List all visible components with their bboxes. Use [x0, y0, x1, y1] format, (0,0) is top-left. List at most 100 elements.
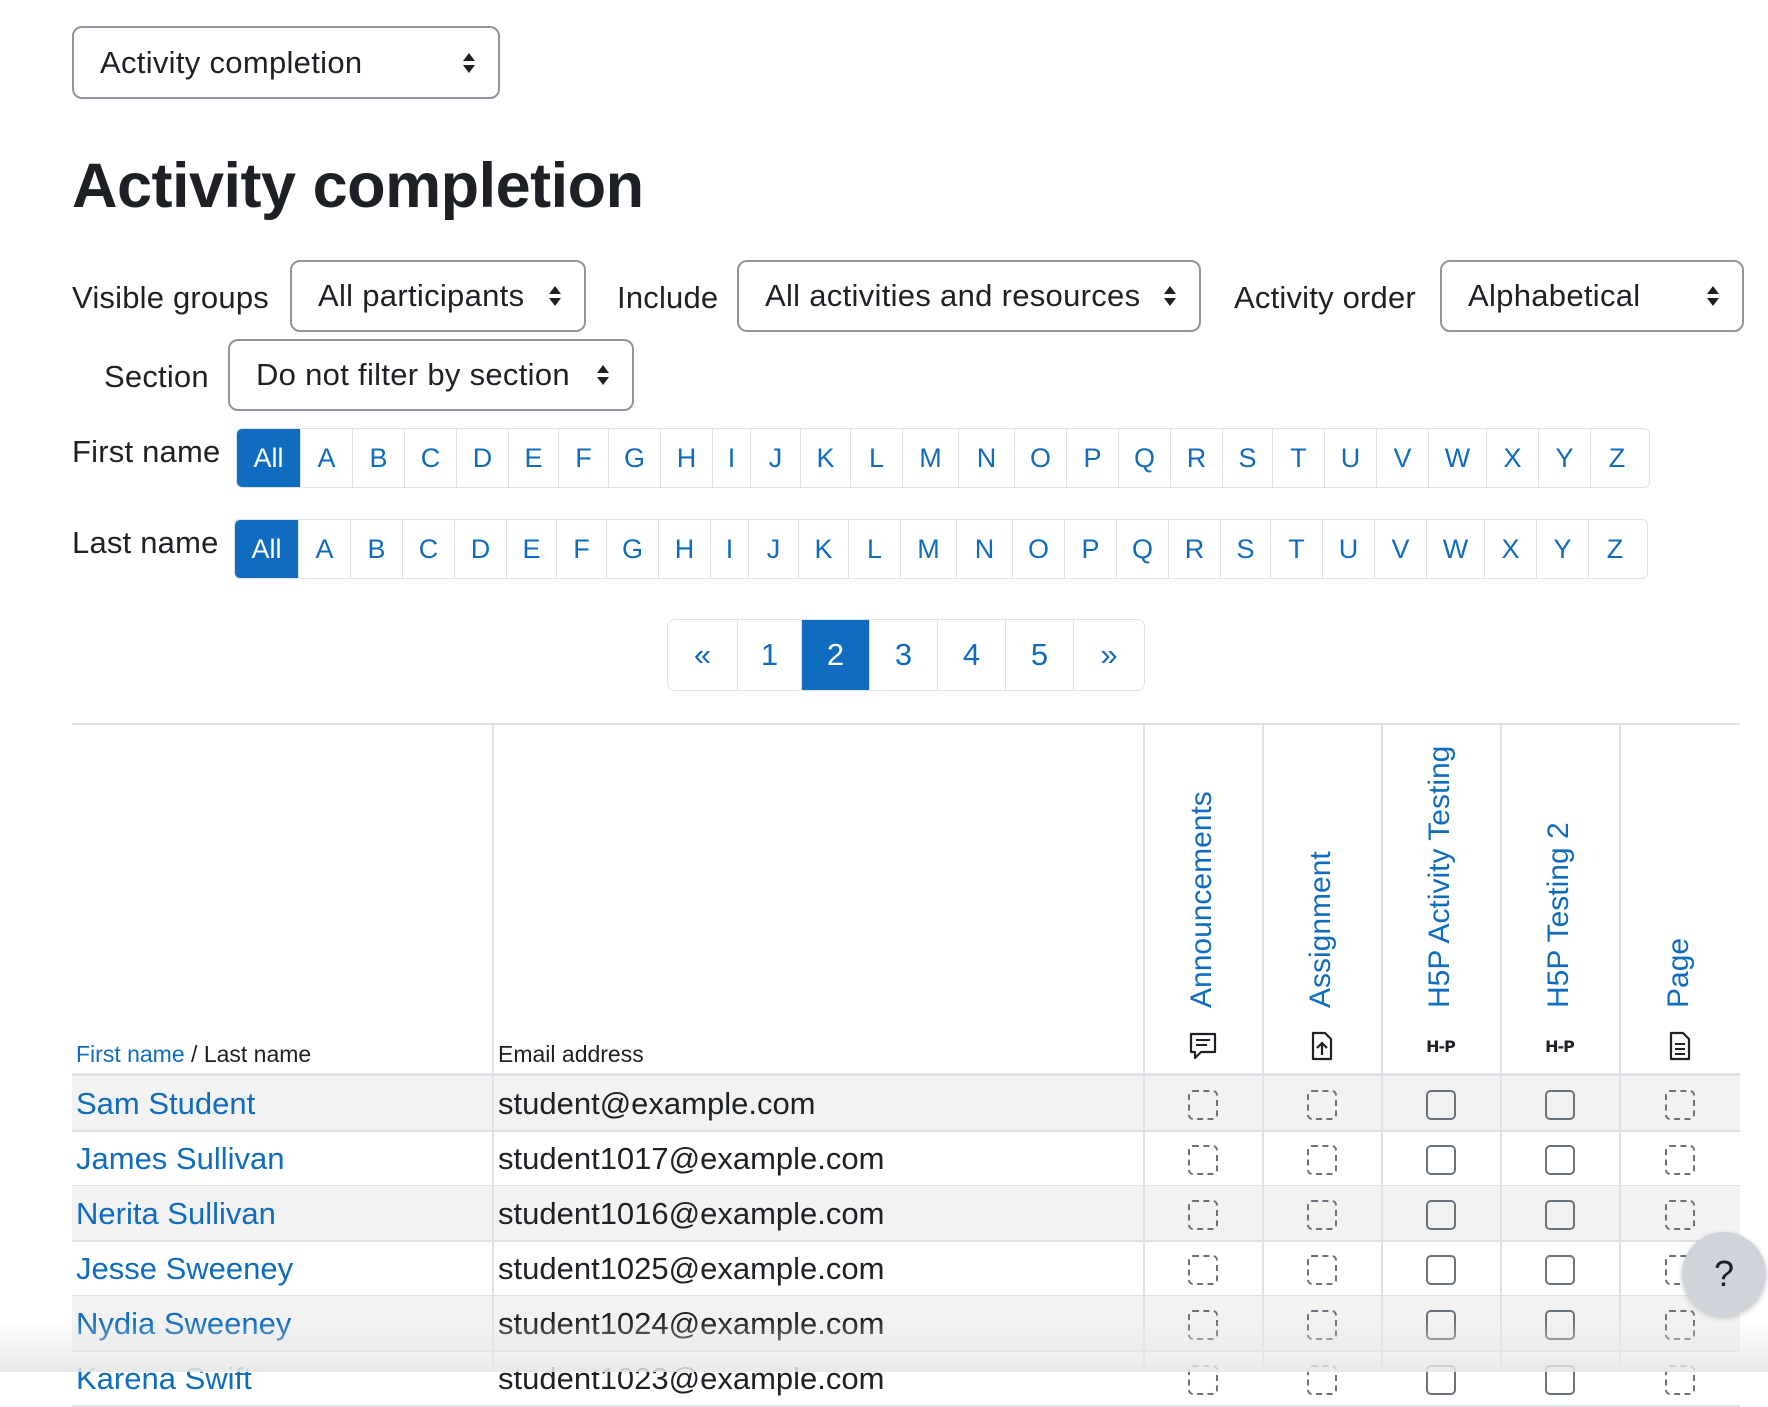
first-name-initial-x[interactable]: X [1487, 429, 1539, 487]
last-name-initial-x[interactable]: X [1485, 520, 1537, 578]
first-name-initial-y[interactable]: Y [1539, 429, 1591, 487]
first-name-initial-o[interactable]: O [1015, 429, 1067, 487]
manual-completion-checkbox[interactable] [1664, 1090, 1695, 1120]
first-name-initial-c[interactable]: C [405, 429, 457, 487]
user-name-link[interactable]: Nerita Sullivan [76, 1196, 276, 1231]
last-name-initial-z[interactable]: Z [1606, 533, 1624, 564]
sort-caret-icon [548, 285, 562, 307]
first-name-initial-q[interactable]: Q [1119, 429, 1171, 487]
last-name-initial-l[interactable]: L [849, 520, 901, 578]
last-name-initial-w[interactable]: W [1427, 520, 1485, 578]
manual-completion-checkbox[interactable] [1306, 1255, 1337, 1285]
first-name-initial-z[interactable]: Z [1608, 442, 1626, 473]
manual-completion-checkbox[interactable] [1664, 1145, 1695, 1175]
page-2[interactable]: 2 [802, 620, 870, 690]
page-icon [1663, 1029, 1697, 1063]
first-name-initial-h[interactable]: H [661, 429, 713, 487]
last-name-initial-y[interactable]: Y [1537, 520, 1589, 578]
last-name-initial-p[interactable]: P [1065, 520, 1117, 578]
last-name-initial-v[interactable]: V [1375, 520, 1427, 578]
activity-header-link[interactable]: Announcements [1184, 791, 1218, 1008]
last-name-initial-k[interactable]: K [799, 520, 849, 578]
page-3[interactable]: 3 [870, 620, 938, 690]
h5p-icon-text: H-P [1426, 1036, 1456, 1056]
manual-completion-checkbox[interactable] [1306, 1145, 1337, 1175]
last-name-initial-h[interactable]: H [659, 520, 711, 578]
next-page-button[interactable]: » [1100, 637, 1118, 672]
last-name-initial-m[interactable]: M [901, 520, 957, 578]
first-name-initial-l[interactable]: L [851, 429, 903, 487]
first-name-initial-s[interactable]: S [1223, 429, 1273, 487]
page-4[interactable]: 4 [938, 620, 1006, 690]
first-name-initial-k[interactable]: K [801, 429, 851, 487]
last-name-initial-n[interactable]: N [957, 520, 1013, 578]
last-name-initial-r[interactable]: R [1169, 520, 1221, 578]
column-divider [1500, 723, 1502, 1372]
last-name-initial-f[interactable]: F [557, 520, 607, 578]
manual-completion-checkbox[interactable] [1306, 1200, 1337, 1230]
manual-completion-checkbox[interactable] [1187, 1090, 1218, 1120]
sort-last-name-link[interactable]: Last name [203, 1041, 312, 1067]
first-name-initial-v[interactable]: V [1377, 429, 1429, 487]
auto-completion-checkbox [1425, 1145, 1456, 1175]
first-name-initial-p[interactable]: P [1067, 429, 1119, 487]
last-name-initial-b[interactable]: B [351, 520, 403, 578]
activity-header-link[interactable]: Assignment [1303, 851, 1337, 1008]
manual-completion-checkbox[interactable] [1187, 1200, 1218, 1230]
user-name-link[interactable]: Sam Student [76, 1086, 256, 1121]
section-select[interactable]: Do not filter by section [228, 339, 634, 411]
first-name-initial-i[interactable]: I [713, 429, 751, 487]
last-name-initial-o[interactable]: O [1013, 520, 1065, 578]
row-divider [72, 1240, 1740, 1242]
page-1[interactable]: 1 [738, 620, 802, 690]
last-name-initial-e[interactable]: E [507, 520, 557, 578]
last-name-initial-q[interactable]: Q [1117, 520, 1169, 578]
last-name-initial-c[interactable]: C [403, 520, 455, 578]
last-name-initial-all[interactable]: All [235, 520, 299, 578]
first-name-initial-u[interactable]: U [1325, 429, 1377, 487]
report-select[interactable]: Activity completion [72, 26, 500, 99]
last-name-initial-t[interactable]: T [1271, 520, 1323, 578]
manual-completion-checkbox[interactable] [1187, 1255, 1218, 1285]
user-name-link[interactable]: Jesse Sweeney [76, 1251, 294, 1286]
sort-first-name-link[interactable]: First name [76, 1041, 185, 1067]
first-name-initial-b[interactable]: B [353, 429, 405, 487]
activity-header-link[interactable]: H5P Activity Testing [1422, 745, 1456, 1008]
last-name-initial-s[interactable]: S [1221, 520, 1271, 578]
last-name-initial-a[interactable]: A [299, 520, 351, 578]
activity-order-select[interactable]: Alphabetical [1440, 260, 1744, 332]
first-name-initial-d[interactable]: D [457, 429, 509, 487]
manual-completion-checkbox[interactable] [1187, 1145, 1218, 1175]
first-name-initial-f[interactable]: F [559, 429, 609, 487]
last-name-initial-label: Last name [72, 525, 219, 560]
manual-completion-checkbox[interactable] [1306, 1090, 1337, 1120]
user-name-link[interactable]: James Sullivan [76, 1141, 285, 1176]
last-name-initial-u[interactable]: U [1323, 520, 1375, 578]
column-divider [492, 723, 494, 1372]
last-name-initial-j[interactable]: J [749, 520, 799, 578]
page-5[interactable]: 5 [1006, 620, 1074, 690]
first-name-initial-a[interactable]: A [301, 429, 353, 487]
last-name-initial-i[interactable]: I [711, 520, 749, 578]
include-select[interactable]: All activities and resources [737, 260, 1201, 332]
first-name-initial-r[interactable]: R [1171, 429, 1223, 487]
section-value: Do not filter by section [256, 357, 570, 392]
include-value: All activities and resources [765, 278, 1141, 313]
first-name-initial-t[interactable]: T [1273, 429, 1325, 487]
last-name-initial-g[interactable]: G [607, 520, 659, 578]
first-name-initial-n[interactable]: N [959, 429, 1015, 487]
activity-header-link[interactable]: Page [1661, 937, 1695, 1008]
first-name-initial-g[interactable]: G [609, 429, 661, 487]
manual-completion-checkbox[interactable] [1664, 1200, 1695, 1230]
first-name-initial-e[interactable]: E [509, 429, 559, 487]
first-name-initial-j[interactable]: J [751, 429, 801, 487]
previous-page-button[interactable]: « [668, 620, 738, 690]
activity-header-link[interactable]: H5P Testing 2 [1541, 822, 1575, 1008]
first-name-initial-w[interactable]: W [1429, 429, 1487, 487]
last-name-initial-d[interactable]: D [455, 520, 507, 578]
auto-completion-checkbox [1544, 1090, 1575, 1120]
first-name-initial-m[interactable]: M [903, 429, 959, 487]
first-name-initial-all[interactable]: All [237, 429, 301, 487]
help-button[interactable]: ? [1682, 1232, 1766, 1316]
visible-groups-select[interactable]: All participants [290, 260, 586, 332]
